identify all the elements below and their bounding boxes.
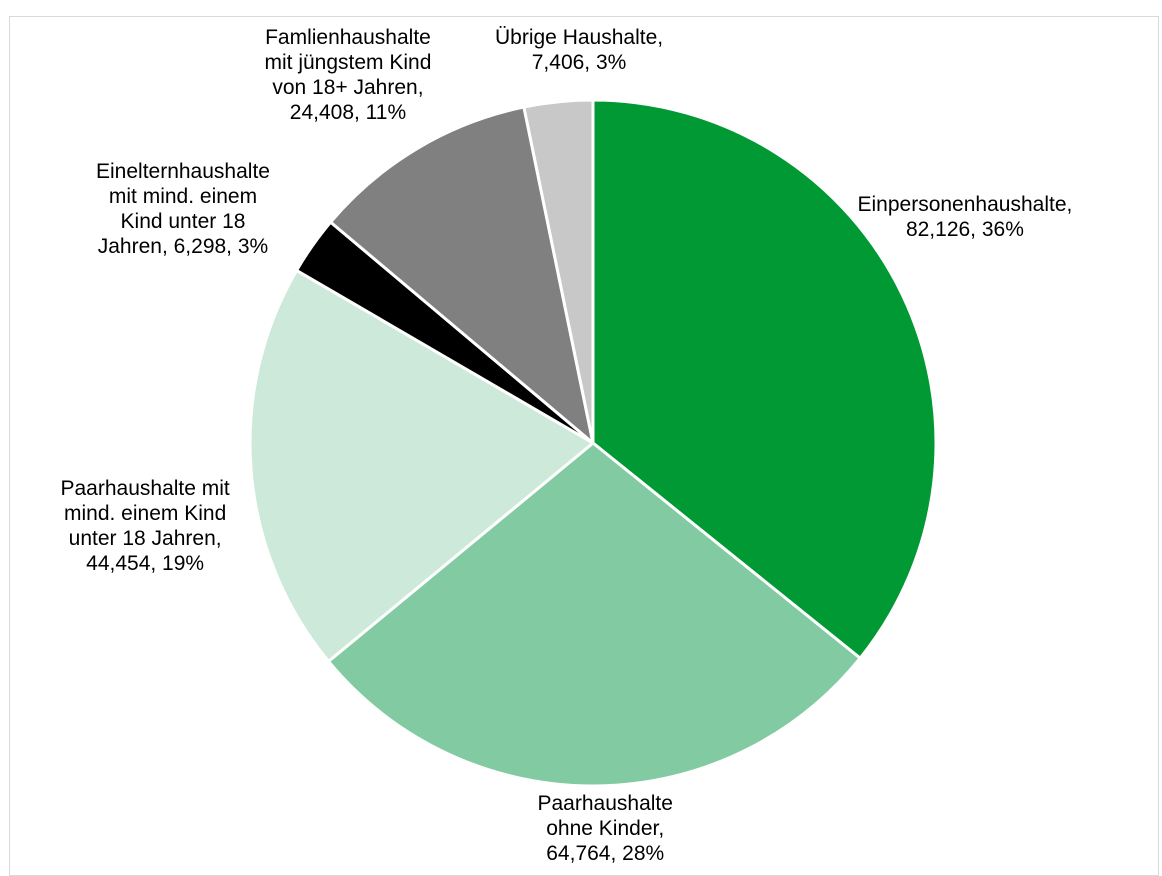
data-label-line: mind. einem Kind [64, 502, 227, 525]
data-label: Einelternhaushalte mit mind. einem Kind un… [96, 159, 270, 259]
data-label: Paarhaushalte mit mind. einem Kind unter 1… [61, 476, 230, 576]
data-label-line: 7,406, 3% [531, 51, 627, 74]
data-label-line: Paarhaushalte mit [60, 477, 230, 500]
pie-slice [248, 268, 595, 663]
data-label-line: Übrige Haushalte, [495, 26, 664, 49]
data-label-line: mit jüngstem Kind [264, 51, 432, 74]
data-label-line: 82,126, 36% [905, 218, 1024, 241]
data-label-line: 24,408, 11% [289, 101, 407, 124]
data-label-line: von 18+ Jahren, [272, 76, 424, 99]
data-label-line: Famlienhaushalte [265, 26, 431, 49]
data-label: Einpersonenhaushalte, 82,126, 36% [858, 192, 1073, 242]
data-label-line: Paarhaushalte [537, 792, 673, 815]
pie-slice [591, 98, 938, 660]
pie-slice [326, 441, 862, 788]
pie-slice [522, 98, 595, 445]
data-label-line: 44,454, 19% [86, 552, 205, 575]
data-label-line: mit mind. einem [108, 185, 258, 208]
data-label: Paarhaushalte ohne Kinder, 64,764, 28% [538, 791, 673, 866]
data-label: Übrige Haushalte, 7,406, 3% [495, 25, 663, 75]
data-label: Famlienhaushalte mit jüngstem Kind von 18+… [265, 25, 432, 125]
data-label-line: unter 18 Jahren, [68, 527, 222, 550]
data-label-line: ohne Kinder, [546, 817, 665, 840]
data-label-line: 64,764, 28% [546, 842, 665, 865]
data-label-line: Einelternhaushalte [96, 160, 270, 183]
data-label-line: Jahren, 6,298, 3% [97, 235, 269, 258]
data-label-line: Einpersonenhaushalte, [857, 193, 1073, 216]
data-label-line: Kind unter 18 [120, 210, 246, 233]
pie-slice [329, 105, 595, 445]
